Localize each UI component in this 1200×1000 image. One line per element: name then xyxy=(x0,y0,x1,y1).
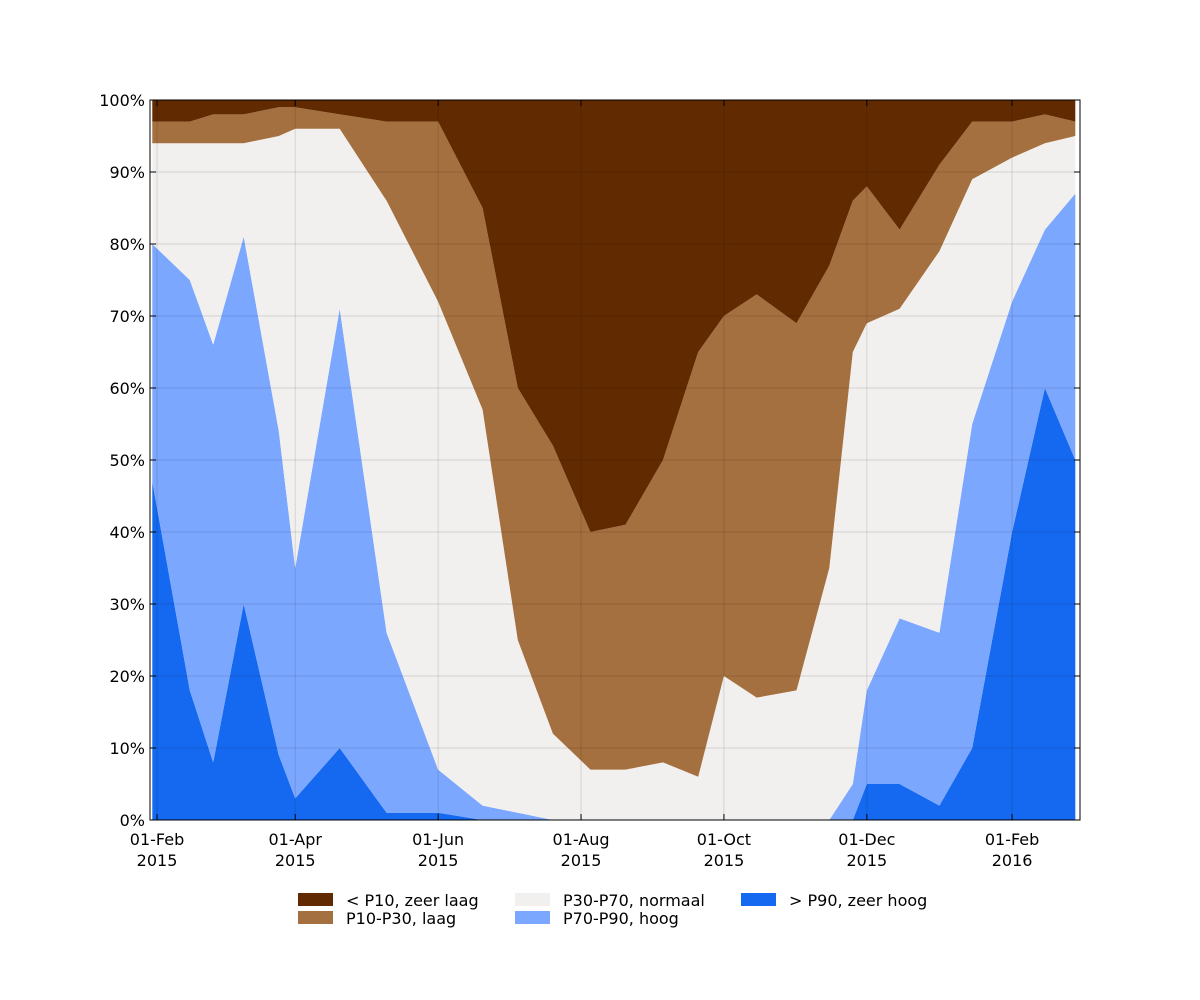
legend-label: P10-P30, laag xyxy=(346,909,456,928)
x-tick-label-year: 2016 xyxy=(992,851,1033,870)
legend-swatch xyxy=(741,893,776,906)
y-tick-label: 0% xyxy=(120,811,145,830)
series-area-3 xyxy=(152,107,1076,777)
y-tick-label: 30% xyxy=(109,595,145,614)
y-axis: 0% 10% 20% 30% 40% 50% 60% 70% 80% 90% 100% xyxy=(99,91,1080,830)
legend-label: < P10, zeer laag xyxy=(346,891,479,910)
x-tick-label-year: 2015 xyxy=(418,851,459,870)
series-area-1 xyxy=(152,193,1076,821)
y-tick-label: 20% xyxy=(109,667,145,686)
x-tick-label-year: 2015 xyxy=(137,851,178,870)
x-tick-label-year: 2015 xyxy=(275,851,316,870)
legend-label: > P90, zeer hoog xyxy=(789,891,927,910)
y-tick-label: 10% xyxy=(109,739,145,758)
x-tick-label: 01-Aug xyxy=(553,830,610,849)
x-tick-label: 01-Feb xyxy=(130,830,184,849)
y-tick-label: 70% xyxy=(109,307,145,326)
y-tick-label: 40% xyxy=(109,523,145,542)
x-tick-label-year: 2015 xyxy=(561,851,602,870)
legend-swatch xyxy=(515,893,550,906)
legend-swatch xyxy=(298,911,333,924)
y-tick-label: 90% xyxy=(109,163,145,182)
x-tick-label: 01-Dec xyxy=(838,830,895,849)
x-tick-label: 01-Feb xyxy=(985,830,1039,849)
legend-label: P70-P90, hoog xyxy=(563,909,679,928)
x-tick-label: 01-Jun xyxy=(412,830,464,849)
y-tick-label: 100% xyxy=(99,91,145,110)
y-tick-label: 60% xyxy=(109,379,145,398)
x-axis: 01-Feb 2015 01-Apr 2015 01-Jun 2015 01-Aug 2015… xyxy=(130,100,1039,870)
plot-area xyxy=(152,100,1076,821)
series-area-0 xyxy=(152,388,1076,820)
legend-label: P30-P70, normaal xyxy=(563,891,705,910)
legend-swatch xyxy=(298,893,333,906)
series-area-4 xyxy=(152,100,1076,532)
x-tick-label-year: 2015 xyxy=(704,851,745,870)
x-tick-label: 01-Apr xyxy=(269,830,323,849)
legend-swatch xyxy=(515,911,550,924)
x-tick-label: 01-Oct xyxy=(697,830,751,849)
y-tick-label: 80% xyxy=(109,235,145,254)
x-tick-label-year: 2015 xyxy=(846,851,887,870)
series-area-2 xyxy=(152,128,1076,821)
y-tick-label: 50% xyxy=(109,451,145,470)
